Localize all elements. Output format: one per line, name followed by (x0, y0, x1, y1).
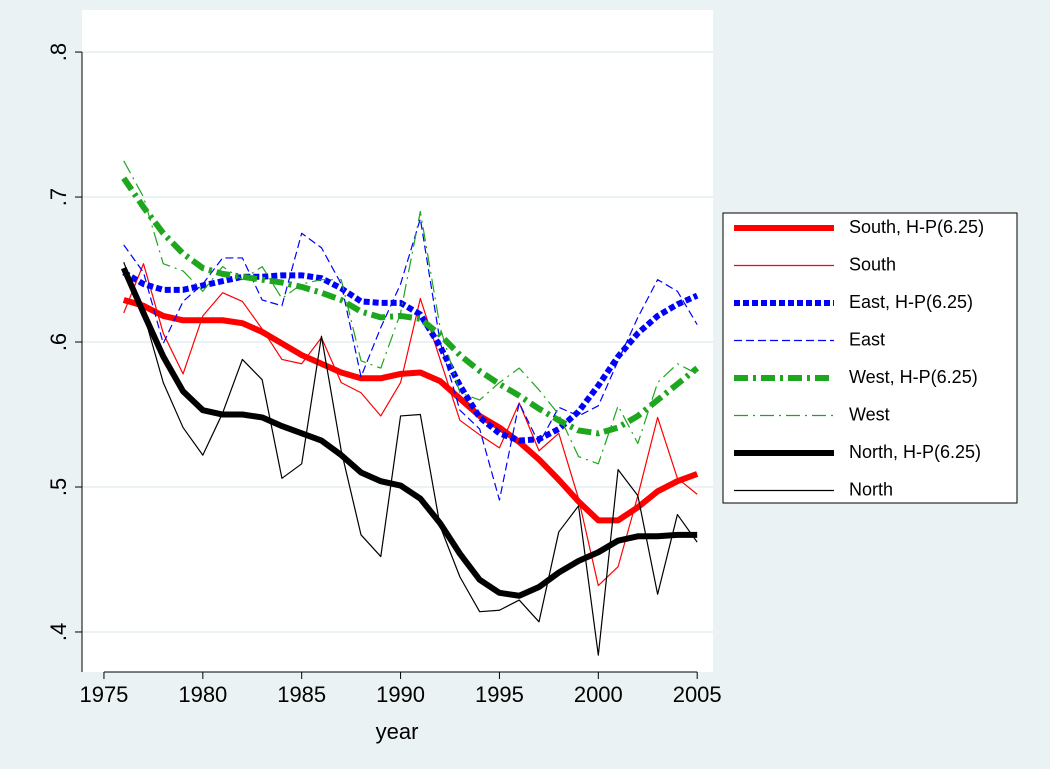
y-tick-label: .4 (46, 623, 71, 641)
x-tick-label: 2005 (673, 682, 722, 707)
series-line (123, 262, 698, 656)
series-line (121, 176, 700, 437)
x-tick-label: 2000 (574, 682, 623, 707)
x-tick-label: 1975 (79, 682, 128, 707)
x-tick-label: 1980 (178, 682, 227, 707)
legend-items: South, H-P(6.25) South East, H-P(6.25) East… (734, 217, 984, 499)
series-line (122, 269, 699, 444)
legend-label: North, H-P(6.25) (849, 442, 981, 462)
series-line (123, 218, 698, 501)
y-tick-label: .8 (46, 43, 71, 61)
x-tick-label: 1990 (376, 682, 425, 707)
series-line (120, 266, 698, 599)
legend-label: West (849, 404, 890, 424)
x-axis-label: year (376, 719, 419, 744)
series-line (123, 160, 698, 465)
x-tick-label: 1995 (475, 682, 524, 707)
legend-label: South, H-P(6.25) (849, 217, 984, 237)
plot-area (82, 10, 713, 672)
y-tick-label: .7 (46, 188, 71, 206)
series-line (122, 297, 699, 524)
legend-label: West, H-P(6.25) (849, 367, 978, 387)
x-tick-label: 1985 (277, 682, 326, 707)
legend-label: North (849, 479, 893, 499)
legend-label: South (849, 254, 896, 274)
y-tick-label: .5 (46, 478, 71, 496)
legend-label: East (849, 329, 885, 349)
legend-label: East, H-P(6.25) (849, 292, 973, 312)
y-tick-label: .6 (46, 333, 71, 351)
series-line (123, 263, 698, 587)
